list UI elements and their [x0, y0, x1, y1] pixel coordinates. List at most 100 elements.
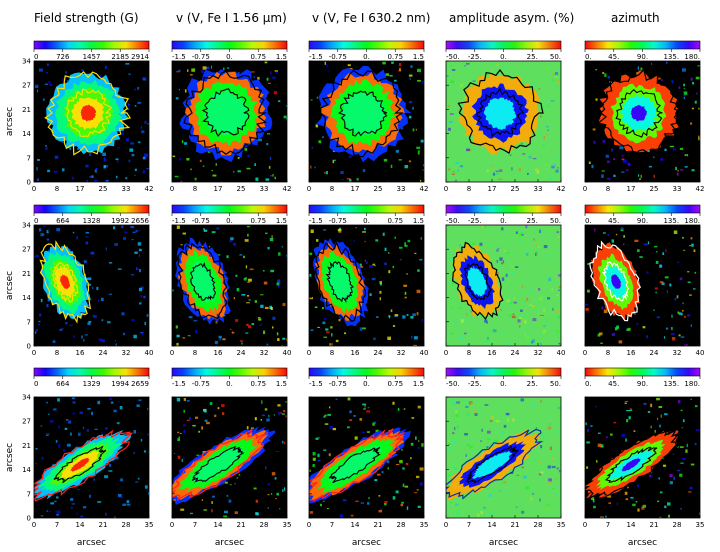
map-pixel — [56, 514, 59, 516]
map-pixel — [83, 260, 87, 264]
map-pixel — [184, 142, 188, 145]
map-pixel — [372, 263, 376, 266]
map-pixel — [600, 516, 604, 518]
map-pixel — [674, 297, 677, 301]
map-pixel — [234, 482, 236, 485]
map-pixel — [183, 429, 186, 434]
map-pixel — [544, 163, 548, 166]
colorbar-tick-label: 0. — [500, 380, 507, 388]
map-pixel — [683, 249, 686, 251]
map-pixel — [489, 420, 493, 422]
map-pixel — [394, 79, 397, 82]
map-pixel — [99, 74, 102, 78]
y-axis-label: arcsec — [5, 107, 15, 136]
map-pixel — [328, 453, 331, 457]
map-pixel — [136, 404, 140, 407]
colorbar — [308, 367, 425, 377]
map-pixel — [686, 154, 689, 157]
x-tick-label: 14 — [76, 521, 85, 529]
map-pixel — [324, 414, 327, 417]
map-pixel — [400, 503, 404, 507]
map-pixel — [548, 478, 552, 482]
map-pixel — [403, 284, 408, 287]
umbra-contour — [51, 262, 79, 303]
map-pixel — [309, 297, 313, 300]
map-pixel — [272, 76, 276, 79]
map-pixel — [86, 180, 88, 182]
map-pixel — [142, 77, 147, 81]
umbra-contour — [615, 88, 663, 138]
map-pixel — [408, 115, 412, 119]
map-pixel — [244, 148, 248, 151]
map-pixel — [465, 63, 470, 65]
map-pixel — [364, 227, 366, 231]
column-title-field-strength: Field strength (G) — [34, 11, 139, 25]
map-pixel — [211, 65, 213, 69]
map-pixel — [496, 64, 499, 66]
map-pixel — [683, 91, 688, 95]
map-pixel — [671, 80, 674, 84]
map-pixel — [450, 501, 453, 504]
map-pixel — [179, 432, 182, 434]
x-tick-label: 0 — [583, 185, 587, 193]
y-tick-label: 27 — [22, 418, 31, 426]
map-pixel — [259, 294, 264, 296]
map-pixel — [472, 80, 476, 82]
map-pixel — [316, 239, 319, 242]
map-pixel — [270, 307, 273, 310]
map-pixel — [691, 107, 694, 110]
map-pixel — [509, 154, 512, 156]
map-pixel — [558, 274, 561, 277]
map-pixel — [57, 398, 60, 402]
map-pixel — [535, 131, 538, 134]
map-pixel — [230, 484, 232, 486]
x-tick-label: 14 — [351, 521, 360, 529]
map-pixel — [388, 252, 390, 254]
panel-r1-c2: -1.5 -0.75 0. 0.75 1.50 8 17 25 33 42 — [170, 40, 291, 193]
map-pixel — [285, 415, 287, 418]
map-pixel — [138, 302, 142, 305]
x-tick-label: 14 — [627, 521, 636, 529]
map-pixel — [397, 408, 400, 411]
map-pixel — [691, 169, 695, 172]
map-pixel — [458, 155, 460, 158]
map-pixel — [108, 463, 112, 467]
map-pixel — [669, 474, 673, 477]
x-tick-label: 24 — [374, 349, 383, 357]
map-pixel — [76, 512, 79, 515]
map-pixel — [137, 101, 142, 104]
colorbar-tick-label: 2659 — [131, 380, 149, 388]
colorbar-tick-label: 0 — [34, 53, 38, 61]
map-pixel — [40, 233, 45, 237]
map-pixel — [310, 99, 313, 101]
map-pixel — [362, 169, 366, 173]
map-pixel — [233, 297, 235, 300]
map-pixel — [416, 312, 419, 316]
map-pixel — [190, 74, 193, 76]
map-pixel — [610, 433, 613, 436]
map-pixel — [148, 492, 149, 495]
map-pixel — [81, 335, 83, 339]
x-tick-label: 8 — [467, 185, 471, 193]
map-pixel — [420, 237, 422, 240]
panel-frame — [308, 396, 425, 519]
map-pixel — [274, 176, 276, 180]
map-pixel — [627, 486, 629, 489]
map-pixel — [384, 262, 387, 265]
map-pixel — [180, 244, 183, 246]
map-pixel — [79, 411, 83, 414]
map-pixel — [329, 406, 331, 409]
map-pixel — [384, 503, 387, 506]
map-pixel — [386, 460, 390, 464]
x-tick-label: 40 — [696, 349, 705, 357]
map-pixel — [143, 450, 146, 453]
map-pixel — [239, 254, 243, 256]
map-pixel — [108, 293, 113, 295]
y-tick-label: 34 — [22, 394, 31, 402]
map-pixel — [259, 324, 262, 326]
map-pixel — [408, 160, 412, 163]
map-pixel — [538, 88, 541, 90]
map-pixel — [332, 159, 337, 161]
